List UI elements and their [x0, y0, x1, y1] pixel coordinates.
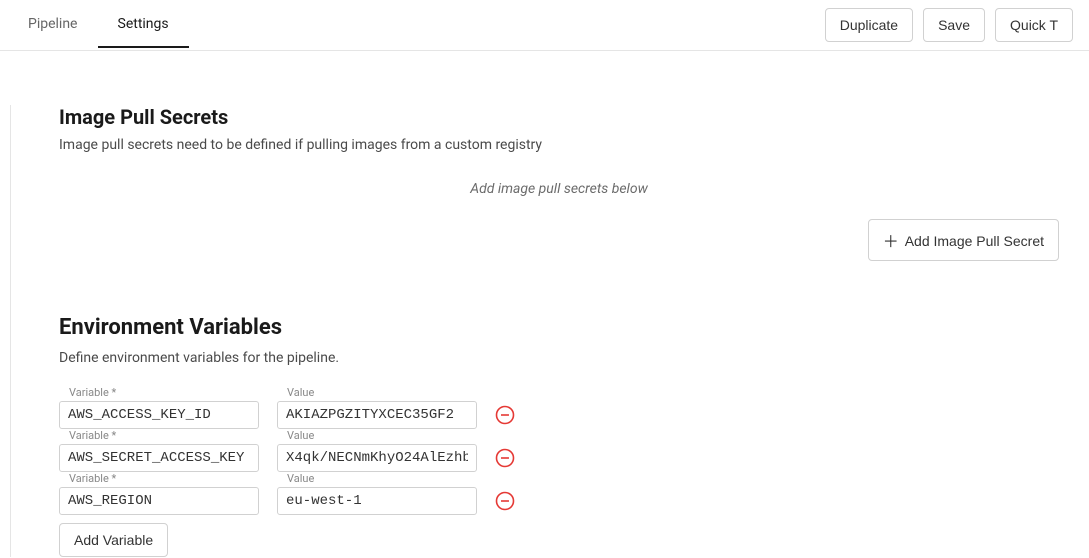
env-var-row: Variable * Value — [59, 472, 1089, 515]
env-var-name-input[interactable] — [59, 401, 259, 429]
tab-pipeline[interactable]: Pipeline — [8, 2, 98, 48]
env-var-name-label: Variable * — [69, 472, 259, 485]
add-image-pull-secret-wrap: ＋ Add Image Pull Secret — [59, 219, 1059, 261]
quick-button[interactable]: Quick T — [995, 8, 1073, 42]
env-var-value-label: Value — [287, 472, 477, 485]
env-vars-list: Variable * Value Variable * — [59, 386, 1089, 515]
env-var-name-label: Variable * — [69, 429, 259, 442]
env-var-name-input[interactable] — [59, 444, 259, 472]
env-vars-title: Environment Variables — [59, 315, 1089, 340]
env-var-value-field: Value — [277, 472, 477, 515]
remove-icon — [495, 491, 515, 511]
save-button[interactable]: Save — [923, 8, 985, 42]
add-image-pull-secret-label: Add Image Pull Secret — [905, 233, 1044, 249]
env-vars-description: Define environment variables for the pip… — [59, 350, 1089, 366]
env-var-name-input[interactable] — [59, 487, 259, 515]
top-bar: Pipeline Settings Duplicate Save Quick T — [0, 0, 1089, 51]
env-var-value-label: Value — [287, 386, 477, 399]
env-var-value-field: Value — [277, 386, 477, 429]
tab-settings[interactable]: Settings — [98, 2, 189, 48]
plus-icon: ＋ — [883, 234, 899, 251]
env-var-row: Variable * Value — [59, 429, 1089, 472]
env-var-value-label: Value — [287, 429, 477, 442]
tabs: Pipeline Settings — [8, 2, 189, 48]
remove-row-button[interactable] — [495, 405, 515, 425]
image-pull-secrets-description: Image pull secrets need to be defined if… — [59, 137, 1089, 153]
top-actions: Duplicate Save Quick T — [825, 8, 1073, 42]
content: Image Pull Secrets Image pull secrets ne… — [10, 105, 1089, 557]
env-var-value-input[interactable] — [277, 487, 477, 515]
env-var-name-label: Variable * — [69, 386, 259, 399]
env-var-name-field: Variable * — [59, 429, 259, 472]
image-pull-secrets-section: Image Pull Secrets Image pull secrets ne… — [59, 105, 1089, 261]
duplicate-button[interactable]: Duplicate — [825, 8, 913, 42]
env-var-name-field: Variable * — [59, 472, 259, 515]
env-var-value-input[interactable] — [277, 444, 477, 472]
image-pull-secrets-empty-hint: Add image pull secrets below — [59, 181, 1059, 197]
remove-icon — [495, 405, 515, 425]
remove-row-button[interactable] — [495, 491, 515, 511]
add-variable-button[interactable]: Add Variable — [59, 523, 168, 557]
env-var-name-field: Variable * — [59, 386, 259, 429]
env-var-row: Variable * Value — [59, 386, 1089, 429]
env-var-value-field: Value — [277, 429, 477, 472]
env-var-value-input[interactable] — [277, 401, 477, 429]
add-variable-wrap: Add Variable — [59, 523, 1089, 557]
remove-row-button[interactable] — [495, 448, 515, 468]
remove-icon — [495, 448, 515, 468]
env-vars-section: Environment Variables Define environment… — [59, 315, 1089, 557]
add-image-pull-secret-button[interactable]: ＋ Add Image Pull Secret — [868, 219, 1059, 261]
image-pull-secrets-title: Image Pull Secrets — [59, 105, 1089, 129]
